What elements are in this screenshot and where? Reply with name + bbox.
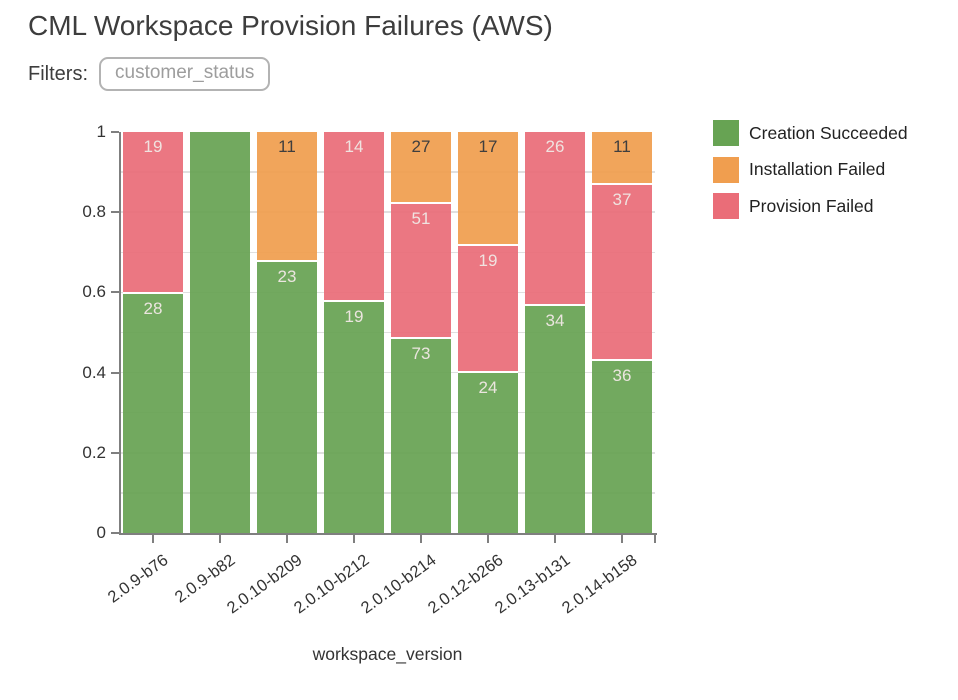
- legend-item[interactable]: Installation Failed: [713, 156, 908, 183]
- bar-segment[interactable]: 36: [592, 361, 652, 533]
- bar-value-label: 23: [277, 266, 297, 286]
- bar-value-label: 27: [411, 137, 431, 157]
- bar-value-label: 26: [545, 137, 565, 157]
- x-axis-tick: [219, 535, 222, 543]
- legend-label: Creation Succeeded: [749, 122, 908, 143]
- x-axis-tick: [654, 535, 656, 543]
- gridline: [120, 331, 655, 334]
- bar-segment[interactable]: 24: [458, 372, 518, 533]
- y-axis-tick: [111, 211, 119, 214]
- x-axis-tick: [620, 535, 623, 543]
- gridline: [120, 251, 655, 254]
- bar-value-label: 14: [344, 137, 364, 157]
- gridline: [120, 452, 655, 454]
- y-tick-label: 0.2: [82, 442, 106, 462]
- y-axis-tick: [111, 532, 119, 534]
- filter-chip-customer-status[interactable]: customer_status: [99, 57, 271, 91]
- legend-label: Installation Failed: [749, 159, 886, 179]
- y-axis-line: [119, 132, 121, 535]
- bar-segment[interactable]: [190, 132, 250, 533]
- bar-segment[interactable]: 17: [458, 132, 518, 246]
- bar-value-label: 73: [411, 344, 431, 364]
- gridline: [120, 291, 655, 294]
- bar-segment[interactable]: 34: [525, 305, 585, 533]
- bar-segment[interactable]: 28: [123, 294, 183, 533]
- x-axis-line: [119, 533, 657, 535]
- bar-segment[interactable]: 51: [391, 203, 451, 340]
- bar-segment[interactable]: 26: [525, 132, 585, 306]
- bar-value-label: 11: [613, 137, 631, 157]
- plot-area: 28 19 23 11 19 14 73 51 27 24 19 17 34 26 36 37 11: [120, 132, 655, 533]
- x-axis-tick: [152, 535, 155, 543]
- gridline: [120, 492, 655, 494]
- bar-segment[interactable]: 27: [391, 132, 451, 204]
- bar-value-label: 37: [612, 189, 632, 209]
- bar-value-label: 28: [143, 299, 163, 319]
- bar-segment[interactable]: 19: [123, 132, 183, 295]
- x-axis-tick: [553, 535, 556, 543]
- bar-value-label: 34: [545, 310, 565, 330]
- legend: Creation Succeeded Installation Failed Pro…: [713, 120, 908, 230]
- y-axis-tick: [111, 371, 119, 374]
- gridline: [120, 211, 655, 213]
- bar-segment[interactable]: 11: [592, 132, 652, 185]
- bar-value-label: 51: [411, 208, 431, 228]
- bar-value-label: 19: [478, 250, 498, 270]
- bar-segment[interactable]: 14: [324, 132, 384, 303]
- legend-item[interactable]: Creation Succeeded: [713, 120, 908, 146]
- bar-segment[interactable]: 37: [592, 184, 652, 362]
- bar-value-label: 24: [478, 377, 498, 397]
- bar-segment[interactable]: 11: [257, 132, 317, 262]
- y-axis-tick: [111, 131, 119, 133]
- y-tick-label: 0.8: [82, 202, 106, 222]
- bar-segment[interactable]: 73: [391, 339, 451, 533]
- x-axis-tick: [286, 535, 289, 543]
- bar-value-label: 19: [344, 307, 364, 327]
- x-axis-tick: [486, 535, 489, 543]
- chart-title: CML Workspace Provision Failures (AWS): [28, 10, 553, 41]
- legend-swatch: [713, 120, 739, 146]
- y-axis-tick: [111, 291, 119, 294]
- bar-value-label: 11: [278, 137, 296, 157]
- bar-value-label: 36: [612, 366, 632, 386]
- legend-swatch: [713, 156, 739, 183]
- legend-label: Provision Failed: [749, 195, 874, 216]
- filters-label: Filters:: [28, 62, 88, 85]
- filters-bar: Filters: customer_status: [28, 57, 271, 91]
- y-tick-label: 1: [96, 122, 106, 141]
- y-tick-label: 0.6: [82, 282, 106, 302]
- gridline: [120, 411, 655, 414]
- bar-segment[interactable]: 23: [257, 261, 317, 533]
- bar-value-label: 19: [143, 137, 163, 157]
- x-tick-label: 2.0.9-b76: [105, 551, 173, 607]
- gridline: [120, 171, 655, 173]
- x-axis-tick: [419, 535, 422, 543]
- y-tick-label: 0: [96, 523, 106, 542]
- bar-segment[interactable]: 19: [458, 245, 518, 373]
- gridline: [120, 371, 655, 374]
- x-axis-title: workspace_version: [312, 644, 463, 664]
- legend-swatch: [713, 193, 739, 219]
- bar-segment[interactable]: 19: [324, 302, 384, 533]
- bar-value-label: 17: [478, 137, 498, 157]
- y-tick-label: 0.4: [82, 362, 106, 382]
- x-axis-tick: [353, 535, 356, 543]
- y-axis-tick: [111, 451, 119, 454]
- legend-item[interactable]: Provision Failed: [713, 193, 908, 219]
